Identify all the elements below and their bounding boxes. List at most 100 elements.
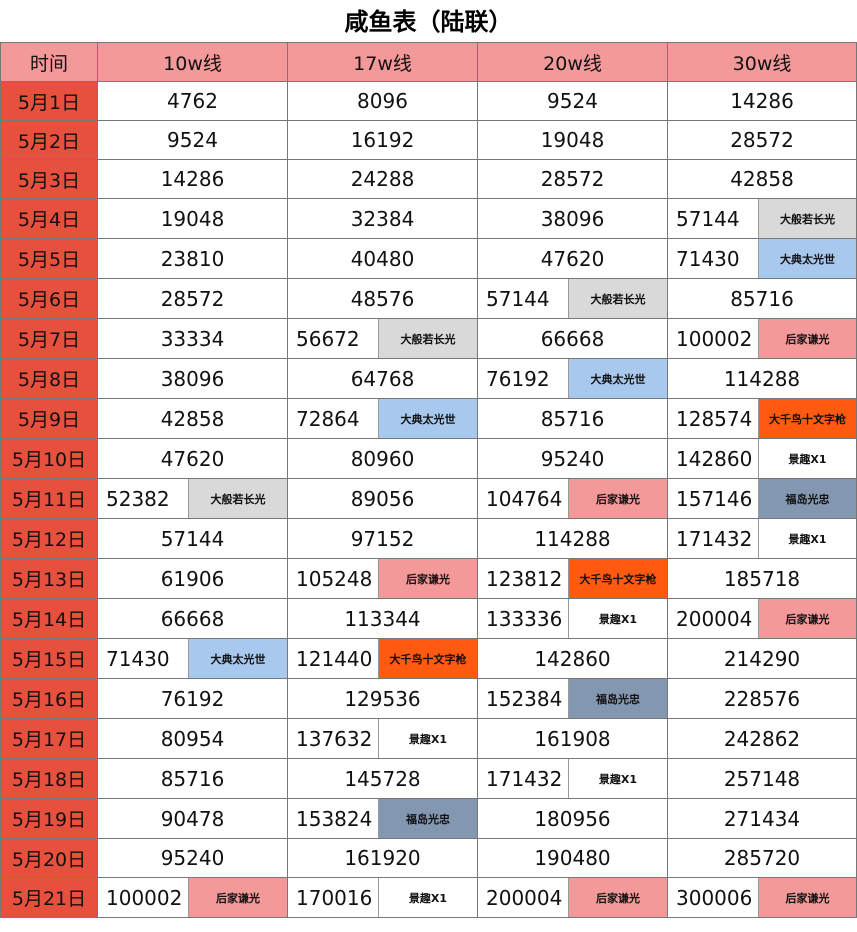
value-cell: 4762	[97, 81, 288, 121]
reward-tag: 大典太光世	[758, 239, 856, 278]
date-cell: 5月14日	[0, 598, 98, 639]
date-cell: 5月9日	[0, 398, 98, 439]
value-cell: 40480	[287, 238, 478, 279]
value-cell: 114288	[477, 518, 668, 559]
table-row: 5月12日 57144 97152 114288 171432 景趣X1	[0, 518, 857, 559]
value-cell: 16192	[287, 120, 478, 160]
table-row: 5月20日 95240 161920 190480 285720	[0, 838, 857, 878]
reward-tag: 后家谦光	[568, 479, 667, 518]
value-cell: 28572	[477, 159, 668, 199]
value-cell: 57144	[97, 518, 288, 559]
value-cell: 128574 大千鸟十文字枪	[667, 398, 857, 439]
value-number: 137632	[296, 726, 373, 751]
table-row: 5月17日 80954 137632 景趣X1 161908 242862	[0, 718, 857, 759]
header-row: 时间 10w线 17w线 20w线 30w线	[0, 42, 857, 82]
value-cell: 48576	[287, 278, 478, 319]
value-cell: 121440 大千鸟十文字枪	[287, 638, 478, 679]
value-cell: 38096	[477, 198, 668, 239]
value-cell: 47620	[97, 438, 288, 479]
value-cell: 38096	[97, 358, 288, 399]
table-row: 5月2日 9524 16192 19048 28572	[0, 120, 857, 160]
value-number: 72864	[296, 406, 360, 431]
header-10w: 10w线	[97, 42, 288, 82]
table-row: 5月11日 52382 大般若长光 89056 104764 后家谦光 157146 福岛光忠	[0, 478, 857, 519]
value-number: 105248	[296, 566, 373, 591]
value-cell: 57144 大般若长光	[667, 198, 857, 239]
reward-tag: 大般若长光	[378, 319, 477, 358]
value-cell: 85716	[97, 758, 288, 799]
value-cell: 145728	[287, 758, 478, 799]
reward-tag: 大千鸟十文字枪	[568, 559, 667, 598]
value-cell: 64768	[287, 358, 478, 399]
date-cell: 5月15日	[0, 638, 98, 679]
value-cell: 52382 大般若长光	[97, 478, 288, 519]
value-number: 123812	[486, 566, 563, 591]
reward-tag: 大典太光世	[188, 639, 287, 678]
value-cell: 80954	[97, 718, 288, 759]
value-number: 52382	[106, 486, 170, 511]
header-time: 时间	[0, 42, 98, 82]
reward-tag: 景趣X1	[378, 719, 477, 758]
value-number: 153824	[296, 806, 373, 831]
value-number: 152384	[486, 686, 563, 711]
value-cell: 42858	[667, 159, 857, 199]
date-cell: 5月6日	[0, 278, 98, 319]
value-cell: 161908	[477, 718, 668, 759]
value-cell: 42858	[97, 398, 288, 439]
value-cell: 133336 景趣X1	[477, 598, 668, 639]
table-row: 5月9日 42858 72864 大典太光世 85716 128574 大千鸟十文字枪	[0, 398, 857, 439]
header-20w: 20w线	[477, 42, 668, 82]
table-row: 5月15日 71430 大典太光世 121440 大千鸟十文字枪 142860 214290	[0, 638, 857, 679]
value-number: 76192	[486, 366, 550, 391]
value-cell: 89056	[287, 478, 478, 519]
table-row: 5月21日 100002 后家谦光 170016 景趣X1 200004 后家谦光 30000…	[0, 877, 857, 918]
value-cell: 76192	[97, 678, 288, 719]
table-row: 5月18日 85716 145728 171432 景趣X1 257148	[0, 758, 857, 799]
value-cell: 300006 后家谦光	[667, 877, 857, 918]
value-cell: 170016 景趣X1	[287, 877, 478, 918]
value-cell: 228576	[667, 678, 857, 719]
table-row: 5月16日 76192 129536 152384 福岛光忠 228576	[0, 678, 857, 719]
reward-tag: 景趣X1	[378, 878, 477, 917]
value-cell: 72864 大典太光世	[287, 398, 478, 439]
reward-tag: 后家谦光	[758, 319, 856, 358]
value-number: 200004	[486, 885, 563, 910]
value-cell: 137632 景趣X1	[287, 718, 478, 759]
value-cell: 113344	[287, 598, 478, 639]
table-row: 5月5日 23810 40480 47620 71430 大典太光世	[0, 238, 857, 279]
value-cell: 47620	[477, 238, 668, 279]
date-cell: 5月11日	[0, 478, 98, 519]
value-cell: 85716	[477, 398, 668, 439]
reward-tag: 景趣X1	[568, 599, 667, 638]
value-cell: 23810	[97, 238, 288, 279]
value-number: 157146	[676, 486, 753, 511]
value-cell: 190480	[477, 838, 668, 878]
reward-tag: 福岛光忠	[758, 479, 856, 518]
table-row: 5月13日 61906 105248 后家谦光 123812 大千鸟十文字枪 185718	[0, 558, 857, 599]
value-cell: 14286	[97, 159, 288, 199]
date-cell: 5月16日	[0, 678, 98, 719]
value-cell: 100002 后家谦光	[667, 318, 857, 359]
table-row: 5月14日 66668 113344 133336 景趣X1 200004 后家谦光	[0, 598, 857, 639]
value-cell: 66668	[477, 318, 668, 359]
value-cell: 8096	[287, 81, 478, 121]
value-cell: 80960	[287, 438, 478, 479]
value-cell: 61906	[97, 558, 288, 599]
value-cell: 95240	[97, 838, 288, 878]
value-cell: 200004 后家谦光	[667, 598, 857, 639]
value-cell: 271434	[667, 798, 857, 839]
date-cell: 5月12日	[0, 518, 98, 559]
value-cell: 114288	[667, 358, 857, 399]
value-cell: 71430 大典太光世	[667, 238, 857, 279]
value-cell: 285720	[667, 838, 857, 878]
value-cell: 14286	[667, 81, 857, 121]
value-cell: 9524	[477, 81, 668, 121]
reward-tag: 景趣X1	[758, 519, 856, 558]
value-number: 170016	[296, 885, 373, 910]
value-cell: 185718	[667, 558, 857, 599]
value-cell: 129536	[287, 678, 478, 719]
value-cell: 105248 后家谦光	[287, 558, 478, 599]
value-cell: 153824 福岛光忠	[287, 798, 478, 839]
date-cell: 5月17日	[0, 718, 98, 759]
value-number: 142860	[676, 446, 753, 471]
